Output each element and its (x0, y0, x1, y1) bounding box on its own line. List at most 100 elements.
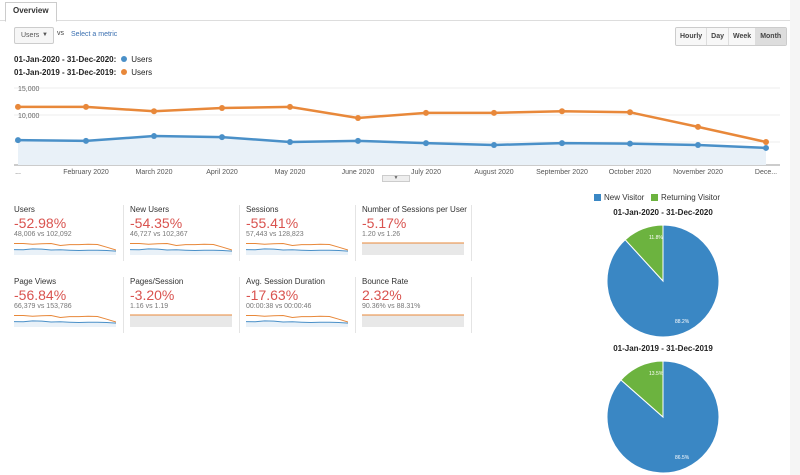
data-point[interactable] (287, 139, 293, 145)
x-tick-label: November 2020 (673, 169, 723, 176)
metric-title: Bounce Rate (362, 277, 409, 286)
sparkline (246, 241, 348, 255)
series-line-1 (18, 105, 767, 144)
metric-change: 2.32% (362, 287, 402, 303)
month-button[interactable]: Month (756, 28, 787, 45)
granularity-buttons: Hourly Day Week Month (675, 27, 788, 46)
metric-tile[interactable]: Sessions -55.41% 57,443 vs 128,823 (246, 205, 356, 261)
metric-change: -56.84% (14, 287, 67, 303)
data-point[interactable] (695, 123, 701, 130)
metric-tile[interactable]: Pages/Session -3.20% 1.16 vs 1.19 (130, 277, 240, 333)
metric-dropdown[interactable]: Users ▼ (14, 27, 54, 44)
x-tick-label: March 2020 (136, 169, 173, 176)
metric-title: New Users (130, 205, 170, 214)
data-point[interactable] (15, 103, 21, 110)
sparkline-2020 (130, 248, 232, 252)
data-point[interactable] (355, 137, 361, 144)
x-tick-label: May 2020 (275, 169, 306, 176)
sparkline (14, 313, 116, 327)
data-point[interactable] (219, 134, 225, 141)
data-point[interactable] (627, 140, 633, 147)
data-point[interactable] (355, 114, 361, 121)
pie-slice-returning-visitor[interactable] (624, 224, 664, 283)
collapse-handle[interactable]: ▼ (382, 175, 410, 182)
metric-change: -17.63% (246, 287, 299, 303)
metric-change: -5.17% (362, 215, 407, 231)
metric-tile[interactable]: Avg. Session Duration -17.63% 00:00:38 vs … (246, 277, 356, 333)
data-point[interactable] (423, 109, 429, 116)
metric-change: -3.20% (130, 287, 175, 303)
legend-row-2020: 01-Jan-2020 - 31-Dec-2020: Users (14, 55, 152, 64)
week-button[interactable]: Week (729, 28, 757, 45)
metric-compare: 00:00:38 vs 00:00:46 (246, 303, 312, 310)
returning-visitor-swatch (650, 194, 658, 201)
hourly-button[interactable]: Hourly (676, 28, 708, 45)
sparkline (130, 314, 232, 327)
sparkline-2020 (14, 320, 116, 324)
sparkline (14, 241, 116, 255)
tab-overview[interactable]: Overview (5, 2, 57, 22)
metric-tile[interactable]: Users -52.98% 48,006 vs 102,092 (14, 205, 124, 261)
metric-title: Users (14, 205, 35, 214)
metric-tile[interactable]: New Users -54.35% 46,727 vs 102,367 (130, 205, 240, 261)
legend-range: 01-Jan-2020 - 31-Dec-2020: (14, 55, 117, 64)
data-point[interactable] (763, 144, 769, 151)
day-button[interactable]: Day (707, 28, 730, 45)
sparkline-2020 (246, 320, 348, 324)
tab-bar (0, 0, 790, 21)
data-point[interactable] (83, 103, 89, 110)
legend-dot-blue (121, 56, 128, 62)
sparkline-2019 (130, 242, 232, 251)
metric-title: Sessions (246, 205, 279, 214)
metric-title: Avg. Session Duration (246, 277, 326, 286)
metric-tile[interactable]: Bounce Rate 2.32% 90.36% vs 88.31% (362, 277, 472, 333)
caret-down-icon: ▼ (42, 32, 48, 38)
sparkline (362, 314, 464, 327)
data-point[interactable] (15, 137, 21, 144)
data-point[interactable] (219, 104, 225, 111)
data-point[interactable] (627, 109, 633, 116)
pie-slice-returning-visitor[interactable] (620, 360, 664, 419)
data-point[interactable] (83, 137, 89, 144)
metric-compare: 57,443 vs 128,823 (246, 231, 304, 238)
area-2020 (18, 136, 766, 165)
sparkline-2019 (14, 314, 116, 323)
data-point[interactable] (423, 140, 429, 147)
data-point[interactable] (695, 141, 701, 148)
x-tick-label: September 2020 (536, 169, 588, 176)
sparkline-2019 (14, 242, 116, 251)
metric-title: Number of Sessions per User (362, 205, 467, 214)
pie-legend-new: New Visitor (604, 193, 645, 202)
x-tick-label: July 2020 (411, 169, 441, 176)
pie-chart-2020: 11.8% 88.2% (606, 224, 720, 338)
x-tick-label: February 2020 (63, 169, 109, 176)
data-point[interactable] (151, 108, 157, 115)
pie-title-2019: 01-Jan-2019 - 31-Dec-2019 (613, 344, 713, 353)
data-point[interactable] (287, 103, 293, 110)
scrollbar[interactable] (790, 0, 800, 475)
pie-label-returning: 13.5% (649, 371, 664, 377)
x-tick-label: August 2020 (474, 169, 513, 176)
legend-metric: Users (131, 68, 153, 77)
metric-compare: 90.36% vs 88.31% (362, 303, 421, 310)
pie-title-2020: 01-Jan-2020 - 31-Dec-2020 (613, 208, 713, 217)
data-point[interactable] (763, 139, 769, 145)
data-point[interactable] (491, 109, 497, 116)
data-point[interactable] (559, 108, 565, 115)
vs-label: vs (57, 30, 64, 37)
data-point[interactable] (151, 133, 157, 140)
sparkline (246, 313, 348, 327)
pie-label-new: 86.5% (675, 455, 690, 461)
data-point[interactable] (559, 140, 565, 147)
metric-compare: 48,006 vs 102,092 (14, 231, 72, 238)
legend-metric: Users (131, 55, 153, 64)
x-tick-label: Dece... (755, 169, 777, 176)
legend-row-2019: 01-Jan-2019 - 31-Dec-2019: Users (14, 68, 152, 77)
sparkline (362, 242, 464, 255)
select-metric-link[interactable]: Select a metric (71, 31, 118, 38)
pie-label-returning: 11.8% (649, 235, 663, 241)
metric-tile[interactable]: Page Views -56.84% 66,379 vs 153,786 (14, 277, 124, 333)
pie-legend: New Visitor Returning Visitor (594, 193, 720, 202)
metric-tile[interactable]: Number of Sessions per User -5.17% 1.20 vs… (362, 205, 472, 261)
data-point[interactable] (491, 141, 497, 148)
